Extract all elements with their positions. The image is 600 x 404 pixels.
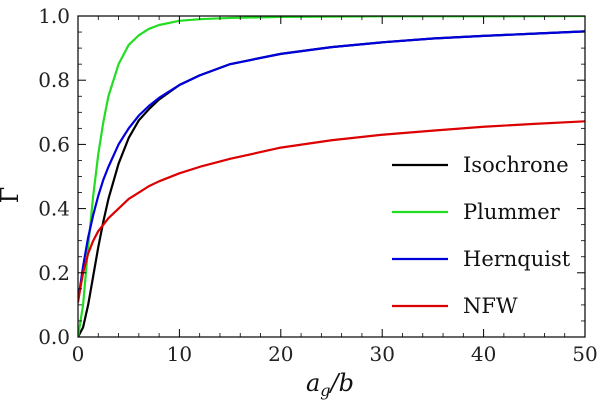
x-tick-label: 0 xyxy=(72,342,85,366)
x-axis-title: ag/b xyxy=(306,369,354,400)
y-tick-label: 0.0 xyxy=(38,325,70,349)
x-tick-label: 40 xyxy=(471,342,496,366)
legend-label-plummer: Plummer xyxy=(463,200,561,224)
series-line-hernquist xyxy=(78,30,585,303)
y-tick-label: 1.0 xyxy=(38,4,70,28)
legend-label-isochrone: Isochrone xyxy=(463,153,569,177)
x-axis-title-sub: g xyxy=(320,381,330,400)
y-tick-label: 0.6 xyxy=(38,132,70,156)
x-tick-label: 30 xyxy=(369,342,394,366)
legend-label-nfw: NFW xyxy=(463,294,518,318)
x-tick-label: 10 xyxy=(167,342,192,366)
legend-label-hernquist: Hernquist xyxy=(463,247,571,271)
y-tick-label: 0.2 xyxy=(38,261,70,285)
y-tick-label: 0.4 xyxy=(38,197,70,221)
x-axis-title-main: a xyxy=(306,369,320,397)
y-axis-title: Γ xyxy=(0,187,24,204)
x-axis-title-tail: /b xyxy=(329,369,354,397)
ticks: 0 10 20 30 40 50 0.0 0.2 0.4 0.6 0.8 1.0 xyxy=(38,4,598,366)
series-line-nfw xyxy=(78,120,585,303)
y-tick-label: 0.8 xyxy=(38,68,70,92)
x-tick-label: 20 xyxy=(268,342,293,366)
legend: Isochrone Plummer Hernquist NFW xyxy=(392,153,571,318)
x-tick-label: 50 xyxy=(572,342,597,366)
